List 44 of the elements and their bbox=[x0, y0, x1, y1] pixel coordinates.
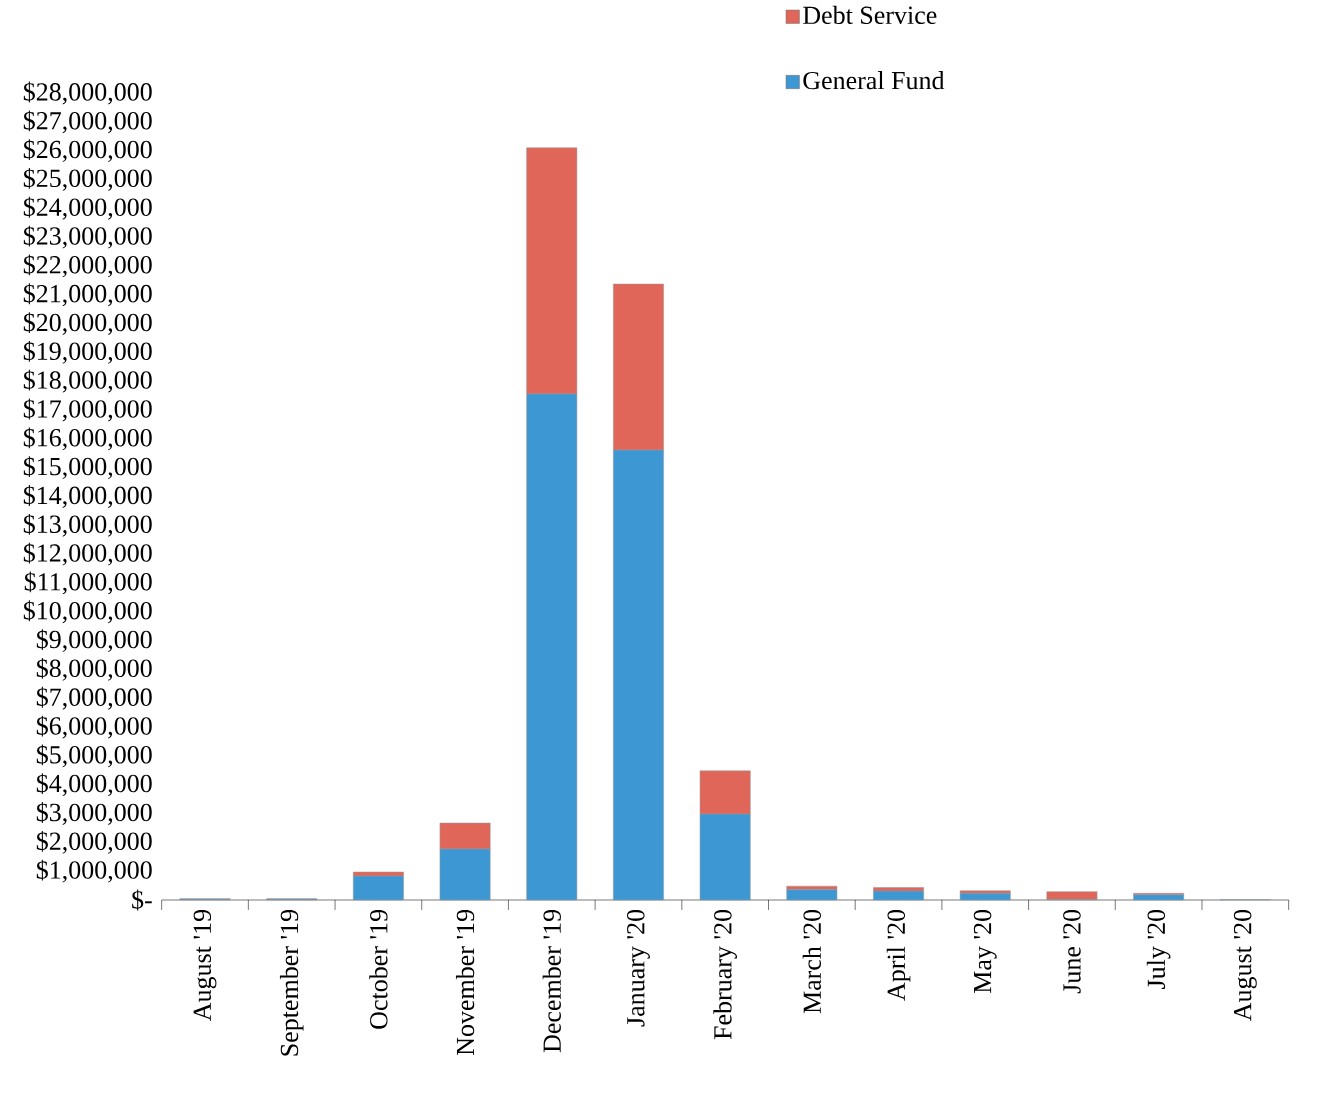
y-tick-label: $17,000,000 bbox=[23, 398, 152, 422]
x-tick-label: October '19 bbox=[369, 909, 388, 1029]
x-tick-label: April '20 bbox=[886, 909, 911, 1001]
y-tick-label: $1,000,000 bbox=[36, 859, 152, 883]
y-tick-label: $24,000,000 bbox=[23, 196, 152, 220]
y-tick-label: $21,000,000 bbox=[23, 283, 152, 307]
y-tick-label: $18,000,000 bbox=[23, 369, 152, 393]
y-tick-label: $25,000,000 bbox=[23, 168, 152, 191]
y-tick-label: $5,000,000 bbox=[36, 744, 152, 768]
x-tick-label: February '20 bbox=[713, 909, 737, 1040]
x-tick-label: December '19 bbox=[542, 909, 561, 1053]
x-tick-label: January '20 bbox=[627, 909, 650, 1027]
x-tick-label: July '20 bbox=[1146, 909, 1171, 989]
x-tick-label: August '20 bbox=[1233, 909, 1257, 1021]
y-tick-label: $16,000,000 bbox=[23, 427, 152, 451]
x-tick-label: August '19 bbox=[193, 909, 217, 1021]
y-tick-label: $23,000,000 bbox=[23, 225, 152, 249]
y-tick-label: $10,000,000 bbox=[23, 600, 152, 624]
y-tick-label: $3,000,000 bbox=[36, 802, 152, 825]
y-tick-label: $8,000,000 bbox=[36, 658, 152, 681]
x-tick-label: September '19 bbox=[279, 909, 304, 1056]
y-tick-label: $26,000,000 bbox=[23, 139, 152, 163]
y-tick-label: $13,000,000 bbox=[23, 513, 152, 537]
y-tick-label: $2,000,000 bbox=[36, 830, 152, 854]
y-tick-label: $12,000,000 bbox=[23, 542, 152, 566]
y-tick-label: $27,000,000 bbox=[23, 110, 152, 134]
y-tick-label: $6,000,000 bbox=[36, 715, 152, 739]
y-tick-label: $22,000,000 bbox=[23, 254, 152, 278]
y-tick-label: $9,000,000 bbox=[36, 629, 152, 652]
x-tick-label: November '19 bbox=[455, 909, 475, 1056]
x-tick-label: June '20 bbox=[1063, 909, 1081, 994]
y-tick-label: $14,000,000 bbox=[23, 485, 152, 508]
legend-label: Debt Service bbox=[803, 5, 937, 25]
x-tick-label: March '20 bbox=[802, 909, 821, 1014]
legend-label: General Fund bbox=[803, 71, 945, 90]
y-tick-label: $19,000,000 bbox=[23, 340, 152, 364]
y-tick-label: $28,000,000 bbox=[23, 81, 152, 105]
y-tick-label: $15,000,000 bbox=[23, 456, 152, 480]
y-tick-label: $20,000,000 bbox=[23, 312, 152, 335]
y-tick-label: $7,000,000 bbox=[36, 686, 152, 710]
y-tick-label: $11,000,000 bbox=[24, 571, 152, 595]
y-tick-label: $- bbox=[132, 889, 152, 911]
x-tick-label: May '20 bbox=[973, 909, 997, 994]
y-tick-label: $4,000,000 bbox=[36, 773, 152, 797]
